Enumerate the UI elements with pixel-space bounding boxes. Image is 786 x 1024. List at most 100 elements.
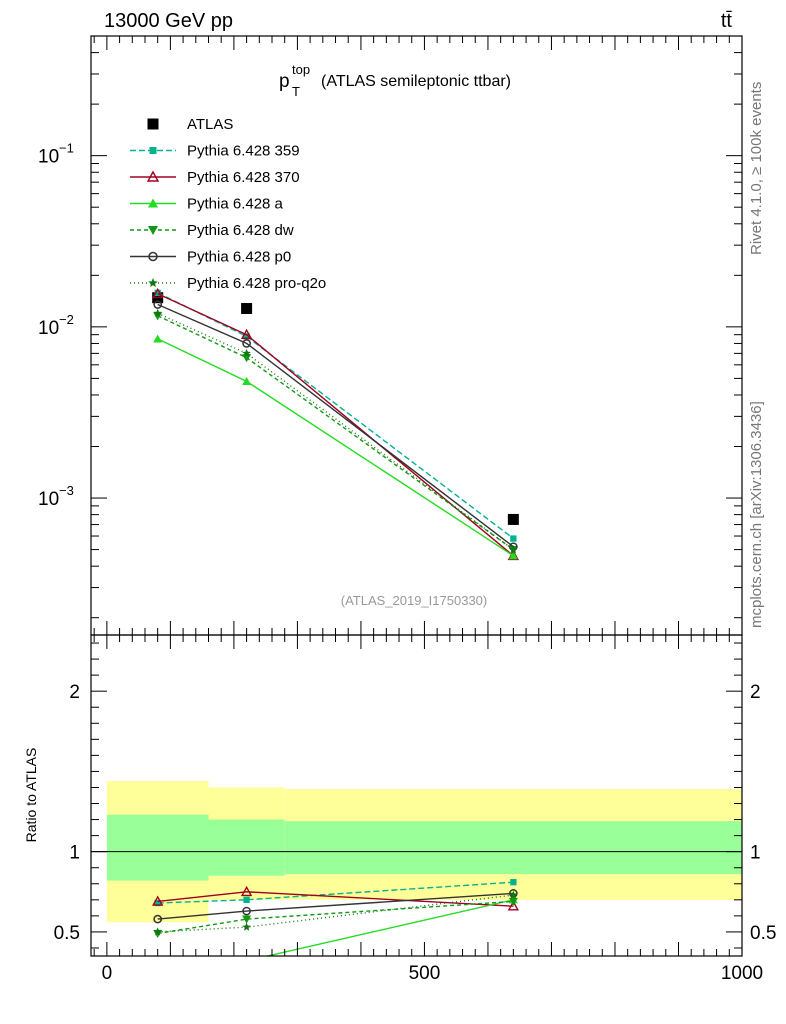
ratio-series-0 xyxy=(154,879,517,907)
point-3-0 xyxy=(153,334,163,343)
point-1-0 xyxy=(154,289,161,296)
ratio-point-1-2 xyxy=(507,900,520,911)
ratio-point-0-1 xyxy=(243,896,250,903)
axes: 10−110−210 −30.5 0.51 12 20 500 1000 xyxy=(38,35,776,984)
energy-label: 13000 GeV pp xyxy=(104,10,233,32)
ratio-point-5-2 xyxy=(509,890,518,899)
point-6-2 xyxy=(509,545,518,554)
ratio-point-1-1 xyxy=(240,885,253,897)
plot-title-sub: T xyxy=(292,84,300,99)
ratio-point-3-2 xyxy=(508,897,518,906)
ratio-ytick-label-right-0: 0.5 xyxy=(750,923,776,944)
legend-marker-5 xyxy=(148,251,158,262)
ratio-plot-frame xyxy=(90,634,743,957)
legend-marker-4 xyxy=(148,226,158,235)
series-line-6 xyxy=(157,312,514,551)
series-6 xyxy=(153,308,518,554)
point-5-0 xyxy=(153,300,163,309)
ratio-series-2 xyxy=(264,895,518,956)
ratio-point-4-1 xyxy=(242,906,251,916)
ratio-line-4 xyxy=(157,892,514,920)
legend-label-5: Pythia 6.428 p0 xyxy=(187,249,291,266)
series-1 xyxy=(154,289,517,542)
main-plot-area xyxy=(151,287,520,561)
ratio-series-4 xyxy=(153,889,518,924)
ratio-point-3-1 xyxy=(242,915,252,924)
point-3-2 xyxy=(508,551,518,560)
ratio-point-0-0 xyxy=(154,899,161,907)
plot-title-sup: top xyxy=(292,62,310,77)
point-6-0 xyxy=(153,308,162,317)
ratio-line-3 xyxy=(157,900,514,935)
ytick-label-2: 10 xyxy=(38,489,59,510)
ytick-exp-1: −2 xyxy=(59,312,74,327)
ratio-series-5 xyxy=(153,890,518,936)
point-2-1 xyxy=(240,328,253,339)
series-4 xyxy=(153,312,518,555)
legend-marker-3 xyxy=(148,198,158,208)
band-inner-1 xyxy=(208,819,285,876)
xtick-label-2: 1000 xyxy=(721,963,763,984)
ratio-line-2 xyxy=(264,899,514,956)
legend-marker-1 xyxy=(149,147,157,154)
ratio-point-5-0 xyxy=(153,927,162,936)
ytick-exp-0: −1 xyxy=(59,141,74,156)
xtick-label-1: 500 xyxy=(409,963,441,984)
series-line-1 xyxy=(157,292,514,540)
ratio-point-5-1 xyxy=(242,922,251,931)
legend-label-1: Pythia 6.428 359 xyxy=(187,143,300,160)
point-3-1 xyxy=(242,376,252,386)
legend-label-2: Pythia 6.428 370 xyxy=(187,169,300,186)
legend-label-4: Pythia 6.428 dw xyxy=(187,222,294,239)
plot-title: p xyxy=(279,71,290,92)
ratio-line-5 xyxy=(157,894,514,933)
point-4-0 xyxy=(153,312,163,321)
point-6-1 xyxy=(242,348,251,357)
side-label-rivet: Rivet 4.1.0, ≥ 100k events xyxy=(748,82,765,255)
ratio-series-1 xyxy=(151,885,520,911)
series-line-2 xyxy=(157,293,514,557)
ratio-ytick-label-left-0: 0.5 xyxy=(54,923,80,944)
ytick-exp-2: −3 xyxy=(59,483,74,498)
legend: ATLAS Pythia 6.428 359 Pythia 6.428 370 Pyt… xyxy=(130,116,326,292)
legend-marker-6 xyxy=(148,278,158,287)
ratio-plot-area xyxy=(91,781,742,956)
series-2 xyxy=(151,287,520,561)
series-line-3 xyxy=(157,338,514,557)
point-5-1 xyxy=(242,339,251,348)
ratio-ytick-label-right-1: 1 xyxy=(750,843,761,864)
band-inner-2 xyxy=(284,821,742,875)
plot-title-main: p xyxy=(279,71,290,92)
point-1-2 xyxy=(510,535,517,542)
process-label: tt̄ xyxy=(721,10,733,32)
legend-label-6: Pythia 6.428 pro-q2o xyxy=(187,275,326,292)
series-line-4 xyxy=(157,315,514,551)
ratio-line-0 xyxy=(157,881,514,904)
point-0-2 xyxy=(507,513,519,525)
legend-marker-2 xyxy=(146,170,160,182)
ratio-ytick-label-right-2: 2 xyxy=(750,682,761,703)
point-1-1 xyxy=(243,333,250,340)
side-label-mcplots: mcplots.cern.ch [arXiv:1306.3436] xyxy=(748,401,765,628)
ratio-ytick-label-left-2: 2 xyxy=(69,682,80,703)
legend-label-3: Pythia 6.428 a xyxy=(187,196,284,213)
legend-marker-0 xyxy=(147,118,159,130)
series-line-5 xyxy=(157,303,514,548)
xtick-label-0: 0 xyxy=(102,963,113,984)
band-inner-0 xyxy=(106,814,209,881)
analysis-label: (ATLAS_2019_I1750330) xyxy=(341,593,487,608)
series-3 xyxy=(153,334,518,560)
ytick-label-0: 10 xyxy=(38,147,59,168)
point-2-0 xyxy=(151,287,164,299)
ratio-point-0-2 xyxy=(510,879,517,886)
ratio-ylabel: Ratio to ATLAS xyxy=(23,748,39,843)
point-0-1 xyxy=(241,303,253,315)
ratio-line-1 xyxy=(157,891,514,907)
ratio-ytick-label-left-1: 1 xyxy=(69,843,80,864)
plot-title-rest: (ATLAS semileptonic ttbar) xyxy=(321,73,511,90)
ytick-label-1: 10 xyxy=(38,318,59,339)
ratio-point-4-0 xyxy=(153,914,163,924)
legend-label-0: ATLAS xyxy=(187,116,233,133)
ratio-point-1-0 xyxy=(151,895,164,906)
